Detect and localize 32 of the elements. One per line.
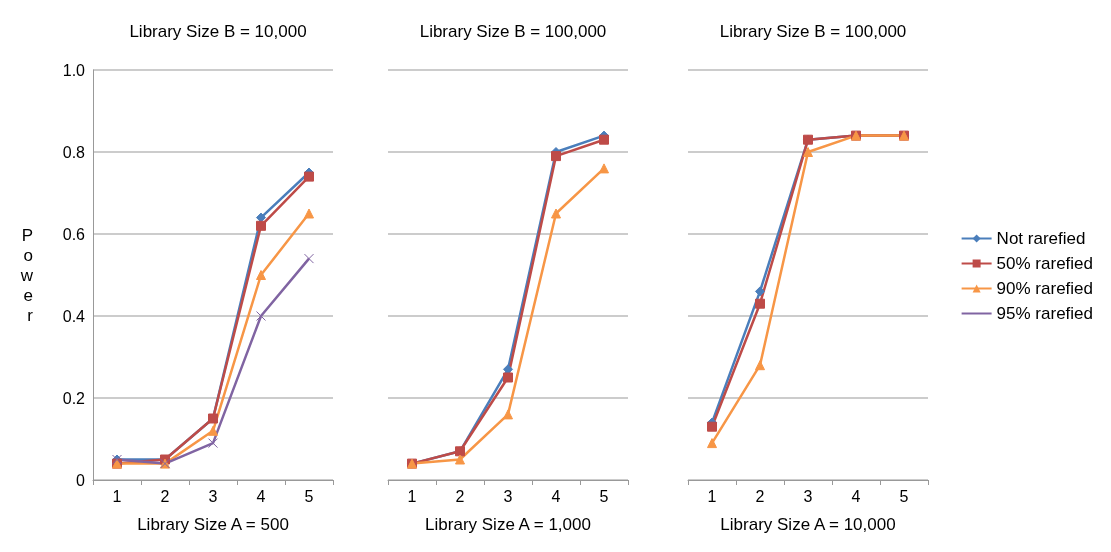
y-tick-label: 0 <box>76 471 86 489</box>
y-tick-label: 0.4 <box>62 307 86 325</box>
x-tick-label: 3 <box>503 487 513 505</box>
y-tick-label: 0.2 <box>62 389 86 407</box>
legend-label: 50% rarefied <box>996 254 1093 273</box>
x-tick-label: 2 <box>755 487 765 505</box>
x-axis-title: Library Size A = 500 <box>137 515 289 534</box>
x-tick-label: 5 <box>899 487 909 505</box>
legend-label: 90% rarefied <box>996 279 1093 298</box>
legend-label: 95% rarefied <box>996 304 1093 323</box>
x-axis-title: Library Size A = 10,000 <box>720 515 896 534</box>
x-tick-label: 4 <box>256 487 266 505</box>
chart-title: Library Size B = 100,000 <box>719 22 907 41</box>
legend-label: Not rarefied <box>996 229 1086 248</box>
y-tick-label: 0.8 <box>62 143 86 161</box>
x-tick-label: 1 <box>407 487 417 505</box>
x-tick-label: 2 <box>455 487 465 505</box>
x-tick-label: 4 <box>551 487 561 505</box>
x-tick-label: 3 <box>208 487 218 505</box>
chart-title: Library Size B = 10,000 <box>129 22 307 41</box>
y-axis-title: Power <box>19 225 34 325</box>
chart-title: Library Size B = 100,000 <box>419 22 607 41</box>
x-tick-label: 2 <box>160 487 170 505</box>
x-tick-label: 4 <box>851 487 861 505</box>
x-tick-label: 1 <box>707 487 717 505</box>
x-tick-label: 5 <box>599 487 609 505</box>
x-axis-title: Library Size A = 1,000 <box>425 515 591 534</box>
x-tick-label: 1 <box>112 487 122 505</box>
x-tick-label: 5 <box>304 487 314 505</box>
y-tick-label: 0.6 <box>62 225 86 243</box>
y-tick-label: 1.0 <box>62 61 86 79</box>
x-tick-label: 3 <box>803 487 813 505</box>
